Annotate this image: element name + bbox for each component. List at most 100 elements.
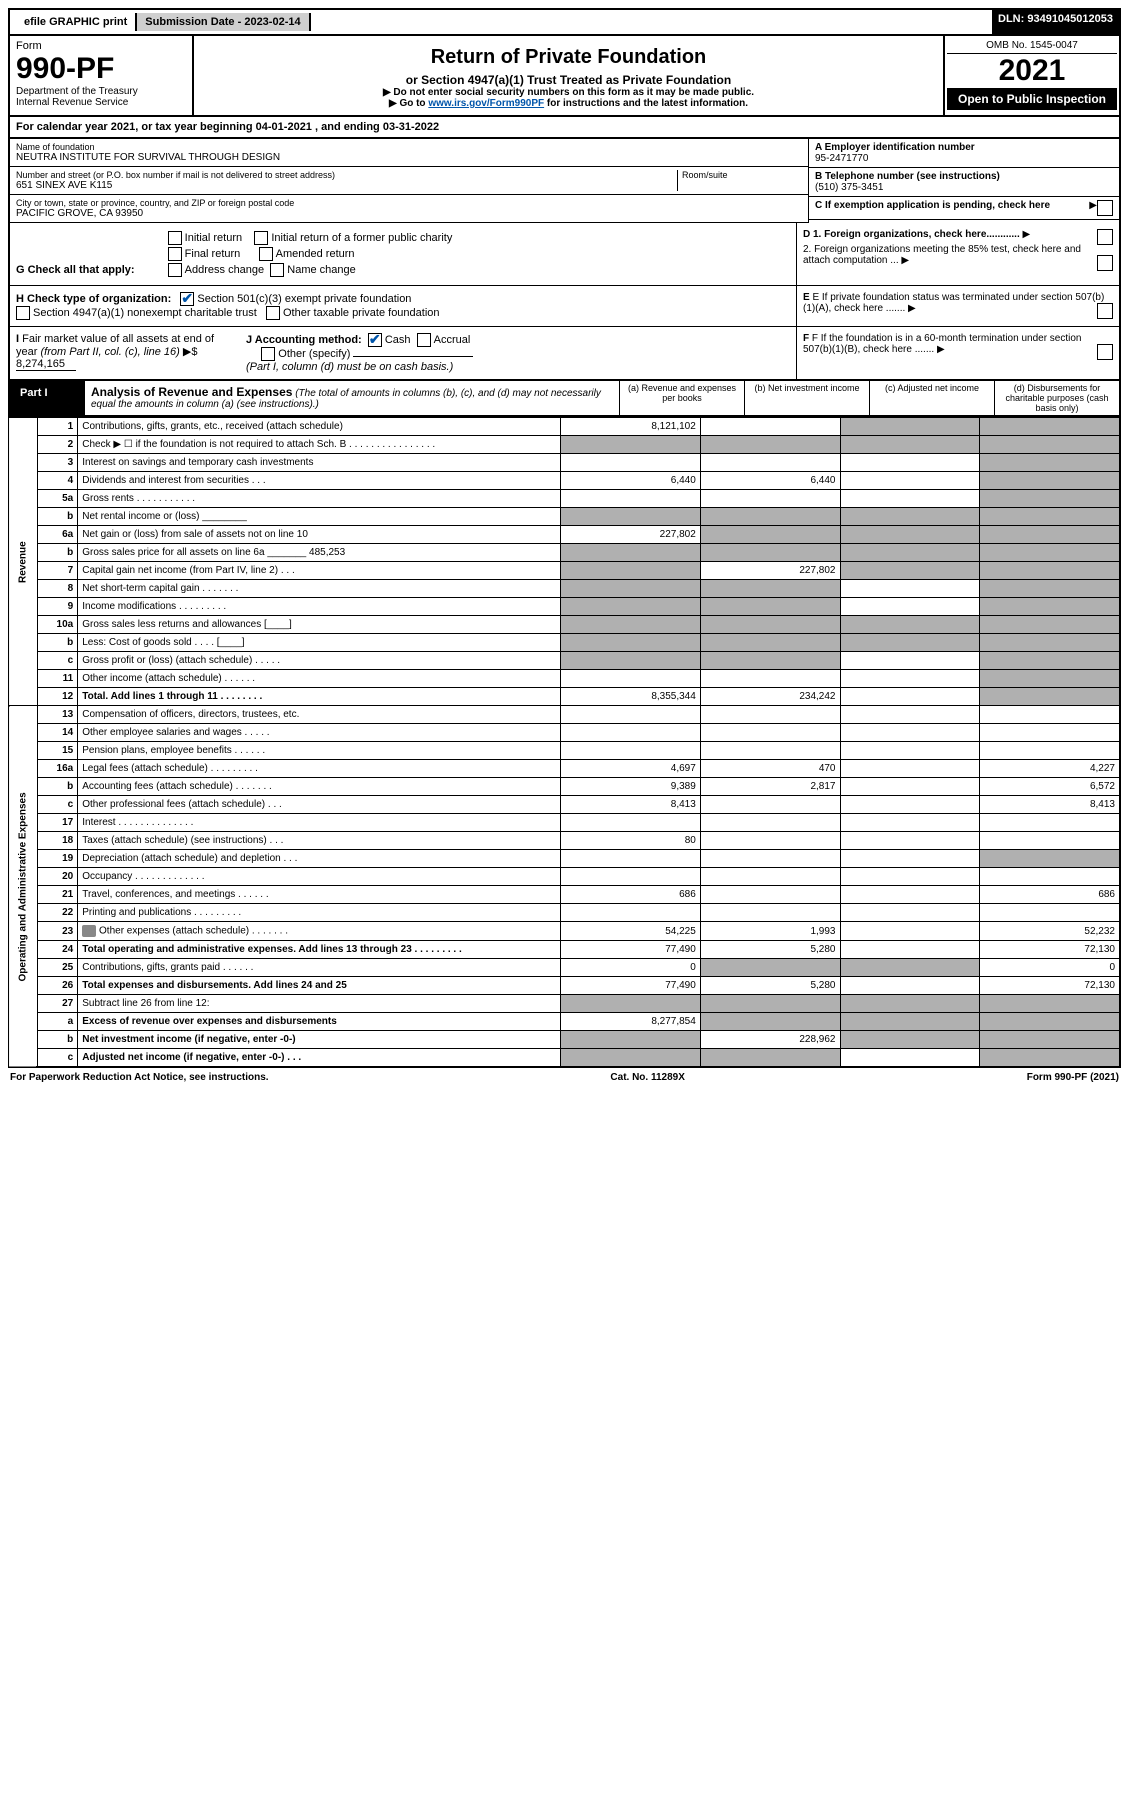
row-num: 4 <box>37 472 78 490</box>
cell-value <box>561 850 701 868</box>
row-num: b <box>37 508 78 526</box>
cell-value <box>980 904 1120 922</box>
table-row: 23 Other expenses (attach schedule) . . … <box>9 922 1120 941</box>
submission-date: Submission Date - 2023-02-14 <box>137 13 310 31</box>
ein: A Employer identification number 95-2471… <box>809 139 1119 168</box>
cell-shaded <box>840 959 980 977</box>
chk-address[interactable] <box>168 263 182 277</box>
cell-shaded <box>561 544 701 562</box>
row-num: b <box>37 634 78 652</box>
cell-shaded <box>561 562 701 580</box>
cell-value: 72,130 <box>980 977 1120 995</box>
cell-value <box>840 832 980 850</box>
table-row: 18Taxes (attach schedule) (see instructi… <box>9 832 1120 850</box>
row-desc: Pension plans, employee benefits . . . .… <box>78 742 561 760</box>
cell-shaded <box>980 688 1120 706</box>
table-row: bLess: Cost of goods sold . . . . [____] <box>9 634 1120 652</box>
row-num: b <box>37 778 78 796</box>
chk-final[interactable] <box>168 247 182 261</box>
cell-value <box>840 886 980 904</box>
tax-year: 2021 <box>947 54 1117 88</box>
g-label: G Check all that apply: <box>16 264 135 276</box>
cell-shaded <box>561 436 701 454</box>
cell-value: 5,280 <box>700 977 840 995</box>
table-row: 5aGross rents . . . . . . . . . . . <box>9 490 1120 508</box>
irs-link[interactable]: www.irs.gov/Form990PF <box>428 98 544 109</box>
cell-shaded <box>700 580 840 598</box>
chk-amended[interactable] <box>259 247 273 261</box>
cell-shaded <box>980 544 1120 562</box>
row-desc: Less: Cost of goods sold . . . . [____] <box>78 634 561 652</box>
chk-cash[interactable] <box>368 333 382 347</box>
cell-shaded <box>840 1013 980 1031</box>
row-num: c <box>37 1049 78 1068</box>
row-desc: Excess of revenue over expenses and disb… <box>78 1013 561 1031</box>
cell-value <box>561 454 701 472</box>
cell-shaded <box>980 490 1120 508</box>
row-desc: Interest on savings and temporary cash i… <box>78 454 561 472</box>
cell-value <box>840 688 980 706</box>
row-desc: Total operating and administrative expen… <box>78 941 561 959</box>
attach-icon[interactable] <box>82 925 96 937</box>
irs: Internal Revenue Service <box>16 97 186 108</box>
cell-shaded <box>980 850 1120 868</box>
row-desc: Dividends and interest from securities .… <box>78 472 561 490</box>
cell-value <box>561 670 701 688</box>
cell-value <box>700 724 840 742</box>
chk-other-method[interactable] <box>261 347 275 361</box>
row-num: 7 <box>37 562 78 580</box>
cell-shaded <box>980 652 1120 670</box>
cell-value: 54,225 <box>561 922 701 941</box>
cell-shaded <box>700 652 840 670</box>
cell-value <box>700 868 840 886</box>
row-num: 10a <box>37 616 78 634</box>
cell-shaded <box>700 1013 840 1031</box>
chk-name[interactable] <box>270 263 284 277</box>
chk-other-taxable[interactable] <box>266 306 280 320</box>
cell-value: 52,232 <box>980 922 1120 941</box>
cell-shaded <box>840 1031 980 1049</box>
cell-shaded <box>980 472 1120 490</box>
row-desc: Other professional fees (attach schedule… <box>78 796 561 814</box>
chk-initial-former[interactable] <box>254 231 268 245</box>
top-bar: efile GRAPHIC print Submission Date - 20… <box>8 8 1121 36</box>
row-desc: Subtract line 26 from line 12: <box>78 995 561 1013</box>
table-row: 4Dividends and interest from securities … <box>9 472 1120 490</box>
cell-shaded <box>840 995 980 1013</box>
city-row: City or town, state or province, country… <box>10 195 808 223</box>
cell-value <box>561 724 701 742</box>
cell-value <box>840 1049 980 1068</box>
chk-initial[interactable] <box>168 231 182 245</box>
row-num: 2 <box>37 436 78 454</box>
cell-value <box>840 652 980 670</box>
omb: OMB No. 1545-0047 <box>947 38 1117 54</box>
chk-accrual[interactable] <box>417 333 431 347</box>
chk-4947[interactable] <box>16 306 30 320</box>
chk-501c3[interactable] <box>180 292 194 306</box>
table-row: Revenue1Contributions, gifts, grants, et… <box>9 418 1120 436</box>
cell-shaded <box>700 598 840 616</box>
cell-shaded <box>561 616 701 634</box>
cell-shaded <box>980 1013 1120 1031</box>
footer-mid: Cat. No. 11289X <box>610 1072 684 1083</box>
cell-value: 8,355,344 <box>561 688 701 706</box>
row-num: 20 <box>37 868 78 886</box>
cell-value <box>700 832 840 850</box>
row-num: 1 <box>37 418 78 436</box>
cell-value <box>700 670 840 688</box>
cell-value <box>980 742 1120 760</box>
table-row: cOther professional fees (attach schedul… <box>9 796 1120 814</box>
row-desc: Gross sales less returns and allowances … <box>78 616 561 634</box>
cell-value <box>980 868 1120 886</box>
row-desc: Taxes (attach schedule) (see instruction… <box>78 832 561 850</box>
cell-value: 8,277,854 <box>561 1013 701 1031</box>
cell-value <box>700 850 840 868</box>
h-label: H Check type of organization: <box>16 293 171 305</box>
form-header: Form 990-PF Department of the Treasury I… <box>8 36 1121 117</box>
calendar-year: For calendar year 2021, or tax year begi… <box>8 117 1121 139</box>
cell-value: 6,440 <box>561 472 701 490</box>
cell-value <box>840 454 980 472</box>
form-title: Return of Private Foundation <box>200 46 937 69</box>
cell-shaded <box>840 634 980 652</box>
cell-value: 470 <box>700 760 840 778</box>
